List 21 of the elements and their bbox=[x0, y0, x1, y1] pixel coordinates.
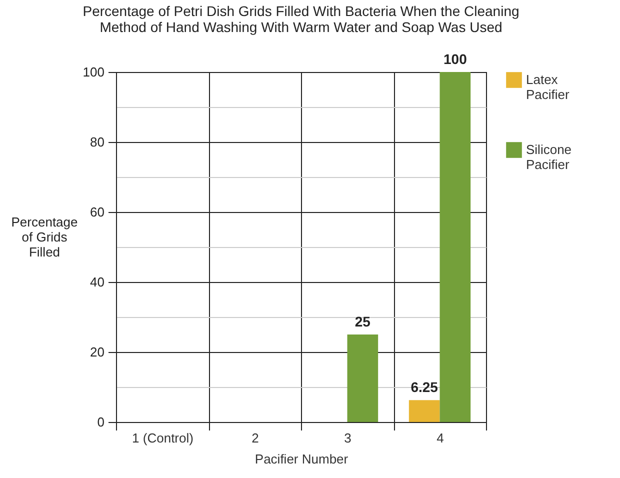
x-tick-label: 4 bbox=[436, 430, 444, 446]
y-tick-label: 80 bbox=[90, 134, 104, 150]
y-tick-label: 40 bbox=[90, 274, 104, 290]
bar bbox=[440, 72, 471, 422]
data-label: 25 bbox=[354, 314, 371, 330]
y-tick-label: 60 bbox=[90, 204, 104, 220]
y-tick-label: 20 bbox=[90, 344, 104, 360]
x-tick-label: 3 bbox=[344, 430, 352, 446]
y-tick-label: 100 bbox=[82, 64, 104, 80]
data-label: 100 bbox=[443, 51, 468, 67]
x-tick-label: 2 bbox=[252, 430, 259, 446]
legend-label: Latex Pacifier bbox=[526, 72, 570, 102]
data-label: 6.25 bbox=[410, 379, 438, 396]
y-axis-title: Percentage of Grids Filled bbox=[11, 214, 78, 260]
legend-label: Silicone Pacifier bbox=[526, 142, 572, 172]
bar bbox=[408, 400, 440, 422]
y-tick-label: 0 bbox=[97, 414, 104, 430]
x-axis-title: Pacifier Number bbox=[254, 452, 349, 466]
chart-title: Percentage of Petri Dish Grids Filled With Bacteria When the Cleaning Method of Hand Washing With Warm Water and Soap Was Used bbox=[82, 3, 520, 35]
bar bbox=[347, 334, 378, 422]
x-tick-label: 1 (Control) bbox=[132, 430, 194, 446]
